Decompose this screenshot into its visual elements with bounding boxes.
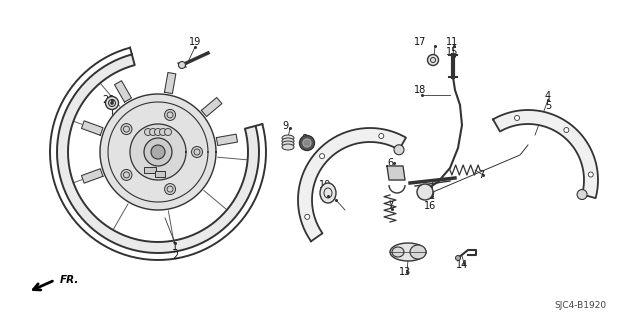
Text: 9: 9: [282, 121, 288, 131]
Circle shape: [154, 129, 161, 136]
Circle shape: [179, 62, 186, 69]
Circle shape: [300, 136, 314, 151]
Text: 20: 20: [102, 95, 114, 105]
Ellipse shape: [320, 183, 336, 203]
Circle shape: [151, 145, 165, 159]
Ellipse shape: [282, 141, 294, 147]
Polygon shape: [130, 124, 186, 180]
Ellipse shape: [282, 138, 294, 144]
Circle shape: [145, 129, 152, 136]
Polygon shape: [57, 55, 259, 253]
Ellipse shape: [282, 144, 294, 150]
Text: 17: 17: [414, 37, 426, 47]
Circle shape: [303, 139, 311, 147]
Circle shape: [121, 123, 132, 135]
Circle shape: [456, 256, 461, 261]
Circle shape: [394, 145, 404, 155]
Circle shape: [319, 153, 324, 159]
Text: 10: 10: [319, 180, 331, 190]
Ellipse shape: [392, 247, 404, 257]
Polygon shape: [81, 121, 103, 135]
Text: 12: 12: [424, 191, 436, 201]
Circle shape: [121, 169, 132, 181]
Circle shape: [111, 101, 113, 105]
Polygon shape: [81, 169, 103, 183]
Text: FR.: FR.: [60, 275, 79, 285]
Text: SJC4-B1920: SJC4-B1920: [554, 300, 606, 309]
Circle shape: [164, 109, 175, 120]
Text: 3: 3: [329, 192, 335, 202]
Text: 13: 13: [399, 267, 411, 277]
Polygon shape: [387, 166, 405, 180]
Text: 15: 15: [446, 47, 458, 57]
Text: 6: 6: [387, 158, 393, 168]
Polygon shape: [100, 94, 216, 210]
Circle shape: [305, 214, 310, 219]
Circle shape: [150, 129, 157, 136]
Text: 14: 14: [456, 260, 468, 270]
Circle shape: [577, 189, 587, 199]
Bar: [155, 171, 165, 177]
Polygon shape: [298, 128, 406, 241]
Text: 8: 8: [301, 134, 307, 144]
Polygon shape: [164, 72, 176, 93]
Bar: [144, 167, 156, 173]
Polygon shape: [202, 98, 222, 116]
Text: 4: 4: [545, 91, 551, 101]
Circle shape: [191, 146, 202, 158]
Circle shape: [515, 115, 520, 121]
Text: 5: 5: [545, 101, 551, 111]
Circle shape: [106, 97, 118, 109]
Ellipse shape: [410, 245, 426, 259]
Text: 7: 7: [387, 201, 393, 211]
Circle shape: [164, 184, 175, 195]
Circle shape: [588, 172, 593, 177]
Polygon shape: [493, 110, 598, 198]
Circle shape: [428, 55, 438, 65]
Text: 16: 16: [424, 201, 436, 211]
Text: 2: 2: [172, 251, 178, 261]
Text: 19: 19: [189, 37, 201, 47]
Circle shape: [417, 184, 433, 200]
Polygon shape: [115, 81, 131, 102]
Text: 1: 1: [172, 242, 178, 252]
Circle shape: [564, 128, 569, 132]
Polygon shape: [216, 134, 237, 145]
Ellipse shape: [390, 243, 426, 261]
Ellipse shape: [282, 135, 294, 141]
Text: 18: 18: [414, 85, 426, 95]
Circle shape: [164, 129, 172, 136]
Circle shape: [379, 133, 384, 138]
Text: 11: 11: [446, 37, 458, 47]
Circle shape: [159, 129, 166, 136]
Circle shape: [144, 138, 172, 166]
Text: 7: 7: [478, 170, 484, 180]
